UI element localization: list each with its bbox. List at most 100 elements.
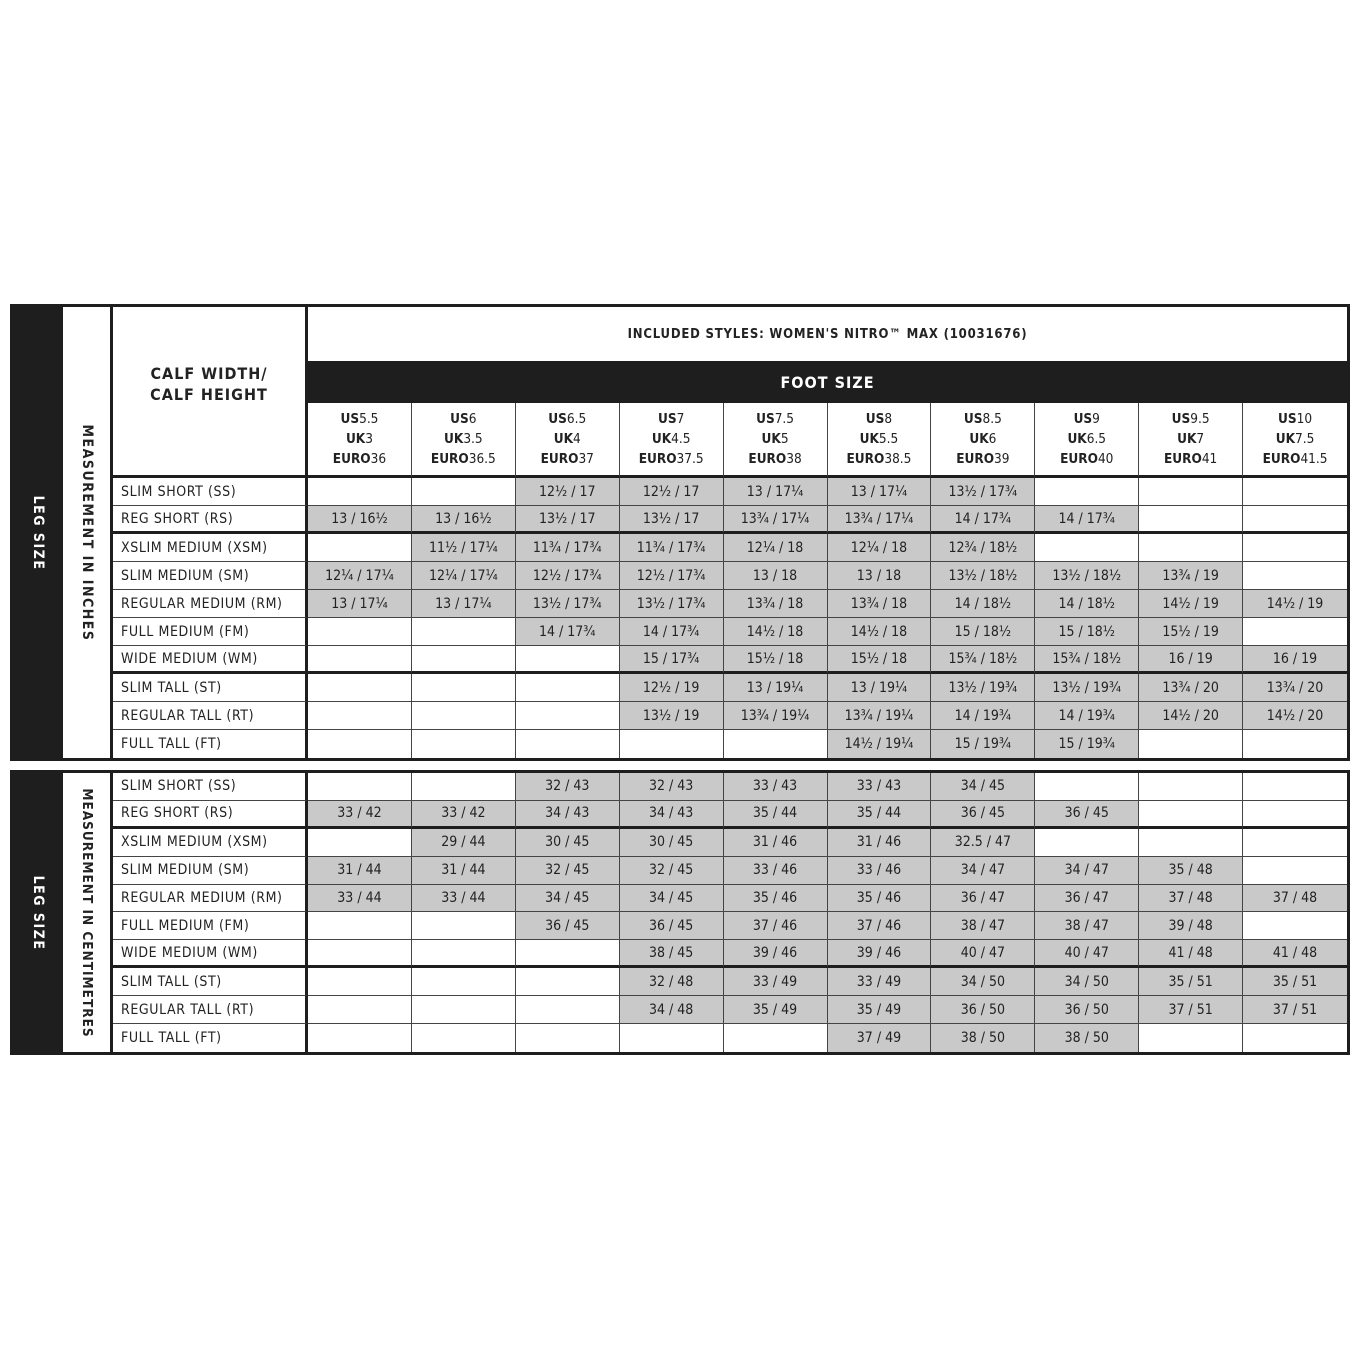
size-value: 38.5: [884, 451, 912, 467]
size-cell: 13¾ / 17¼: [723, 506, 828, 534]
size-cell: 33 / 49: [723, 968, 828, 997]
size-cell: 33 / 43: [827, 773, 932, 801]
size-cell: 13 / 19¼: [827, 674, 932, 702]
size-cell: 13 / 17¼: [411, 590, 516, 618]
size-value: 7.5: [1295, 431, 1315, 447]
leg-size-row-label: REGULAR MEDIUM (RM): [113, 884, 308, 913]
size-system-label: UK: [345, 431, 366, 447]
size-cell: [1243, 829, 1347, 857]
size-cell: 31 / 46: [827, 828, 932, 857]
size-cell: [411, 940, 516, 969]
size-cell: 36 / 45: [515, 912, 620, 941]
size-cell: 36 / 50: [931, 996, 1036, 1025]
leg-size-row-label: REG SHORT (RS): [113, 800, 308, 829]
leg-size-row-label: SLIM SHORT (SS): [113, 478, 308, 506]
size-cell: 36 / 47: [931, 884, 1036, 913]
size-cell: 39 / 46: [827, 940, 932, 969]
size-cell: [1035, 773, 1140, 801]
size-cell: 13¾ / 18: [723, 590, 828, 618]
size-cell: [411, 646, 516, 674]
size-system-label: US: [340, 411, 360, 427]
foot-size-header-cell: US5.5 UK3 EURO36: [308, 403, 412, 478]
size-cell: 13¾ / 20: [1243, 674, 1347, 702]
size-cell: [411, 912, 516, 941]
size-cell: 13 / 18: [723, 562, 828, 590]
size-cell: 15½ / 18: [723, 646, 828, 674]
size-value: 4: [573, 431, 581, 447]
size-cell: 13½ / 19: [619, 702, 724, 730]
size-cell: 15½ / 18: [827, 646, 932, 674]
size-cell: 37 / 48: [1139, 884, 1244, 913]
size-cell: 13¾ / 18: [827, 590, 932, 618]
size-cell: 33 / 44: [411, 884, 516, 913]
unit-label: MEASUREMENT IN CENTIMETRES: [78, 787, 95, 1038]
size-cell: 11¾ / 17¾: [619, 534, 724, 562]
size-cell: 40 / 47: [1035, 940, 1140, 969]
size-cell: 12½ / 17¾: [619, 562, 724, 590]
size-cell: [411, 773, 516, 801]
size-cell: 34 / 43: [619, 800, 724, 829]
size-cell: 16 / 19: [1243, 646, 1347, 674]
size-cell: 33 / 49: [827, 968, 932, 997]
size-cell: 35 / 46: [723, 884, 828, 913]
foot-size-euro: EURO41: [1164, 449, 1217, 469]
size-cell: 38 / 50: [1035, 1024, 1140, 1052]
foot-size-euro: EURO39: [956, 449, 1009, 469]
unit-column: MEASUREMENT IN INCHES: [63, 307, 113, 758]
foot-size-us: US5.5: [340, 409, 378, 429]
size-cell: 15¾ / 18½: [931, 646, 1036, 674]
size-value: 4.5: [671, 431, 691, 447]
size-cell: 35 / 44: [723, 800, 828, 829]
size-system-label: EURO: [846, 451, 885, 467]
calf-width-height-header: CALF WIDTH/ CALF HEIGHT: [113, 307, 308, 478]
size-cell: [1243, 1024, 1347, 1052]
size-cell: [1035, 828, 1140, 857]
size-cell: 33 / 46: [723, 856, 828, 885]
foot-size-header: FOOT SIZE: [308, 361, 1347, 403]
size-cell: [1139, 1024, 1244, 1052]
size-cell: 12½ / 17¾: [515, 562, 620, 590]
size-value: 8: [884, 411, 893, 427]
size-cell: 34 / 43: [515, 800, 620, 829]
size-cell: 12½ / 19: [619, 674, 724, 702]
size-cell: [515, 968, 620, 997]
size-system-label: US: [756, 411, 775, 427]
size-cell: 15 / 19¾: [931, 730, 1036, 758]
size-cell: [1139, 773, 1244, 801]
size-cell: 12¾ / 18½: [931, 534, 1036, 562]
leg-size-row-label: XSLIM MEDIUM (XSM): [113, 534, 308, 562]
size-cell: [308, 773, 412, 801]
size-cell: 34 / 48: [619, 996, 724, 1025]
size-cell: [308, 534, 412, 562]
size-cell: [1243, 506, 1347, 534]
size-system-label: UK: [1067, 431, 1087, 447]
size-cell: 37 / 51: [1243, 996, 1347, 1025]
size-cell: 13¾ / 19¼: [827, 702, 932, 730]
size-value: 3: [365, 431, 373, 447]
size-system-label: UK: [1177, 431, 1197, 447]
size-cell: 13½ / 19¾: [1035, 674, 1140, 702]
size-system-label: UK: [761, 431, 781, 447]
size-cell: 35 / 46: [827, 884, 932, 913]
size-cell: 29 / 44: [411, 828, 516, 857]
leg-size-row-label: REGULAR TALL (RT): [113, 702, 308, 730]
size-value: 6: [988, 431, 997, 447]
size-cell: 35 / 51: [1243, 968, 1347, 997]
size-cell: 37 / 51: [1139, 996, 1244, 1025]
size-cell: 37 / 46: [723, 912, 828, 941]
size-cell: 33 / 42: [308, 800, 412, 829]
foot-size-us: US9: [1074, 409, 1100, 429]
size-cell: [1243, 801, 1347, 829]
foot-size-us: US6: [450, 409, 476, 429]
size-cell: 34 / 50: [931, 968, 1036, 997]
size-cell: 37 / 46: [827, 912, 932, 941]
leg-size-row-label: SLIM SHORT (SS): [113, 773, 308, 801]
size-system-label: UK: [969, 431, 989, 447]
size-value: 5.5: [878, 431, 899, 447]
size-value: 36.5: [468, 451, 496, 467]
foot-size-uk: UK5: [762, 429, 789, 449]
size-value: 38: [786, 451, 802, 467]
calf-label-line1: CALF WIDTH/: [150, 364, 268, 383]
size-cell: 13¾ / 19¼: [723, 702, 828, 730]
size-value: 40: [1097, 451, 1114, 467]
